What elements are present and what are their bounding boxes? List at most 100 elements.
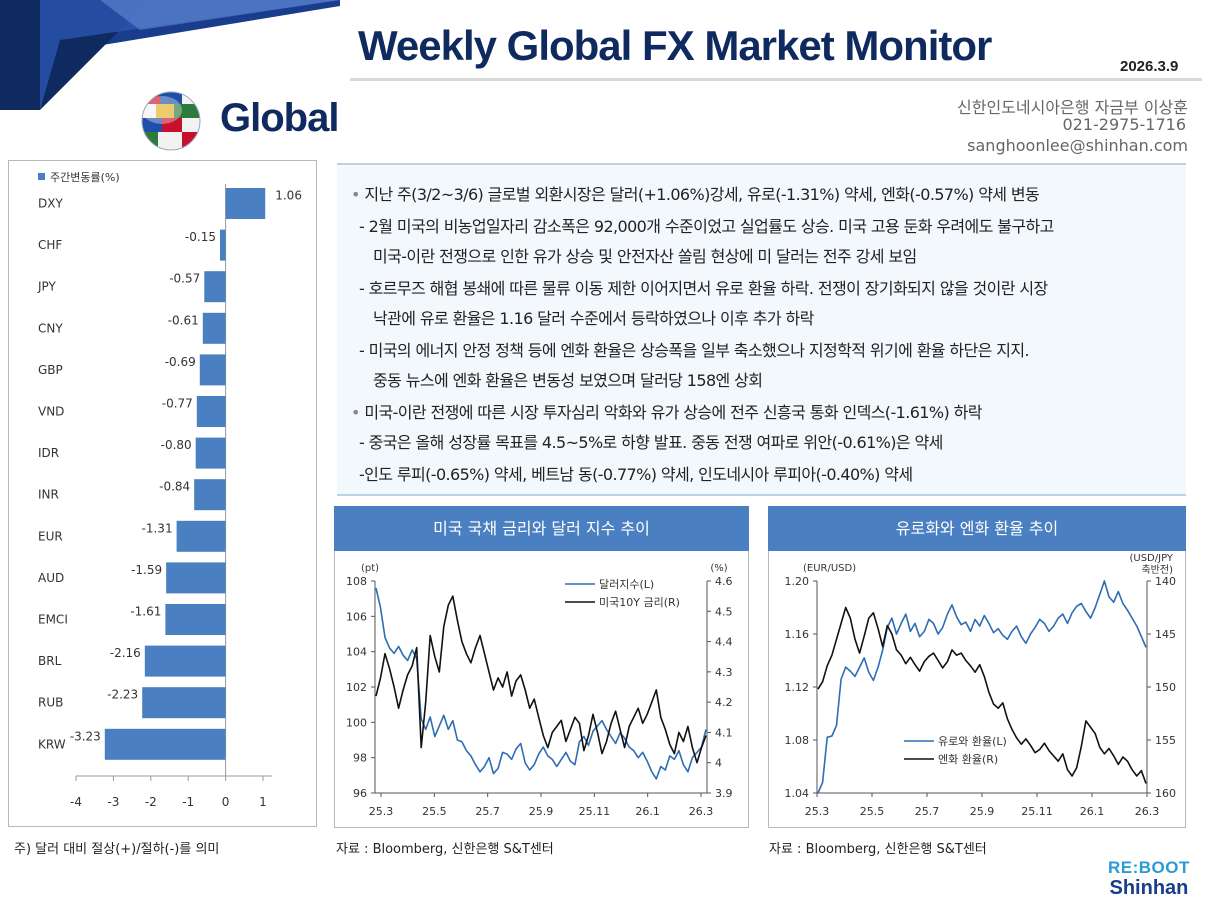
category-label: GBP	[38, 363, 63, 377]
legend-label: 엔화 환율(R)	[938, 753, 998, 766]
bullet-main: • 지난 주(3/2~3/6) 글로벌 외환시장은 달러(+1.06%)강세, …	[351, 181, 1040, 205]
legend-label: 유로와 환율(L)	[938, 735, 1007, 748]
bar	[225, 188, 266, 219]
legend-label: 미국10Y 금리(R)	[599, 596, 680, 609]
bullet-text: - 2월 미국의 비농업일자리 감소폭은 92,000개 수준이었고 실업률도 …	[359, 217, 1054, 236]
x-tick-label: -3	[107, 795, 119, 809]
data-label: -2.23	[107, 688, 138, 702]
y-right-tick-label: 4.1	[715, 726, 733, 739]
category-label: EUR	[38, 529, 63, 543]
x-tick-label: 25.9	[529, 805, 554, 818]
y-right-tick-label: 150	[1155, 681, 1176, 694]
bullet-dot: •	[351, 185, 365, 204]
bullet-sub: -인도 루피(-0.65%) 약세, 베트남 동(-0.77%) 약세, 인도네…	[359, 461, 913, 485]
bullet-sub: 중동 뉴스에 엔화 환율은 변동성 보였으며 달러당 158엔 상회	[373, 367, 763, 391]
legend-swatch	[38, 173, 45, 180]
shinhan-reboot-logo: RE:BOOT Shinhan	[1108, 858, 1190, 898]
bar	[199, 354, 226, 386]
right-axis-unit: 축반전)	[1141, 564, 1173, 576]
category-label: BRL	[38, 654, 62, 668]
bullet-text: - 미국의 에너지 안정 정책 등에 엔화 환율은 상승폭을 일부 축소했으나 …	[359, 341, 1030, 360]
bar	[104, 728, 226, 760]
report-date: 2026.3.9	[1120, 58, 1179, 75]
category-label: DXY	[38, 197, 63, 211]
legend-label: 달러지수(L)	[599, 578, 654, 591]
x-tick-label: 26.3	[1135, 805, 1160, 818]
y-left-tick-label: 102	[346, 681, 367, 694]
x-tick-label: 25.7	[475, 805, 500, 818]
series-line-right	[375, 595, 707, 764]
data-label: -0.80	[161, 438, 192, 452]
y-right-tick-label: 155	[1155, 734, 1176, 747]
legend-label: 주간변동률(%)	[50, 171, 120, 184]
x-tick-label: 25.5	[860, 805, 885, 818]
left-chart-source: 자료 : Bloomberg, 신한은행 S&T센터	[336, 842, 554, 857]
category-label: CNY	[38, 321, 63, 335]
data-label: -1.31	[142, 521, 173, 535]
category-label: EMCI	[38, 613, 68, 627]
bullet-sub: - 호르무즈 해협 봉쇄에 따른 물류 이동 제한 이어지면서 유로 환율 하락…	[359, 275, 1048, 299]
x-tick-label: -2	[145, 795, 157, 809]
weekly-change-bar-chart-panel: 주간변동률(%) -4 -3 -2 -1 0 1 DXY 1.06 CHF -0.15 JPY -0.5…	[8, 160, 317, 827]
market-commentary: • 지난 주(3/2~3/6) 글로벌 외환시장은 달러(+1.06%)강세, …	[337, 163, 1186, 496]
category-label: AUD	[38, 571, 64, 585]
bullet-text: - 호르무즈 해협 봉쇄에 따른 물류 이동 제한 이어지면서 유로 환율 하락…	[359, 279, 1048, 298]
y-right-tick-label: 160	[1155, 787, 1176, 800]
right-chart-source: 자료 : Bloomberg, 신한은행 S&T센터	[769, 842, 987, 857]
x-tick-label: 25.7	[915, 805, 940, 818]
page-title: Weekly Global FX Market Monitor	[358, 22, 992, 69]
bullet-main: • 미국-이란 전쟁에 따른 시장 투자심리 악화와 유가 상승에 전주 신흥국…	[351, 399, 982, 423]
category-label: RUB	[38, 696, 63, 710]
bar	[144, 645, 226, 677]
series-line-left	[375, 587, 707, 780]
data-label: -0.69	[165, 355, 196, 369]
right-axis-unit: (USD/JPY	[1129, 553, 1173, 564]
bar	[166, 562, 226, 594]
y-right-tick-label: 4.5	[715, 605, 733, 618]
bullet-sub: 낙관에 유로 환율은 1.16 달러 수준에서 등락하였으나 이후 추가 하락	[373, 305, 814, 329]
y-right-tick-label: 4.3	[715, 666, 733, 679]
bullet-text: 낙관에 유로 환율은 1.16 달러 수준에서 등락하였으나 이후 추가 하락	[373, 309, 814, 328]
series-line-left	[817, 580, 1147, 794]
ust-dxy-chart-title: 미국 국채 금리와 달러 지수 추이	[334, 506, 749, 551]
category-label: KRW	[38, 737, 66, 751]
y-left-tick-label: 1.08	[785, 734, 810, 747]
y-right-tick-label: 4.6	[715, 575, 733, 588]
weekly-change-bar-chart: 주간변동률(%) -4 -3 -2 -1 0 1 DXY 1.06 CHF -0.15 JPY -0.5…	[37, 171, 302, 809]
y-right-tick-label: 4	[715, 757, 722, 770]
y-left-tick-label: 1.04	[785, 787, 810, 800]
bar	[165, 604, 226, 635]
bar	[219, 229, 226, 261]
x-tick-label: -4	[70, 795, 82, 809]
bullet-text: -인도 루피(-0.65%) 약세, 베트남 동(-0.77%) 약세, 인도네…	[359, 465, 913, 484]
x-tick-label: 0	[222, 795, 230, 809]
category-label: JPY	[37, 280, 57, 294]
bar	[176, 520, 226, 552]
title-divider	[350, 78, 1202, 81]
x-tick-label: 25.11	[579, 805, 611, 818]
bullet-sub: 미국-이란 전쟁으로 인한 유가 상승 및 안전자산 쏠림 현상에 미 달러는 …	[373, 243, 917, 267]
series-line-right	[817, 606, 1147, 784]
left-axis-unit: (EUR/USD)	[803, 563, 856, 574]
contact-email: sanghoonlee@shinhan.com	[967, 136, 1188, 155]
bar	[204, 271, 226, 303]
x-tick-label: 25.9	[970, 805, 995, 818]
logo-top-text: RE:BOOT	[1108, 858, 1190, 877]
category-label: CHF	[38, 238, 62, 252]
y-right-tick-label: 4.4	[715, 636, 733, 649]
x-tick-label: 26.3	[689, 805, 714, 818]
bullet-dot: •	[351, 403, 365, 422]
x-tick-label: 1	[259, 795, 267, 809]
y-left-tick-label: 108	[346, 575, 367, 588]
y-left-tick-label: 1.20	[785, 575, 810, 588]
x-tick-label: 25.3	[369, 805, 394, 818]
category-label: IDR	[38, 446, 59, 460]
data-label: -0.84	[159, 480, 190, 494]
section-title: Global	[220, 96, 339, 140]
bar	[142, 687, 226, 719]
bullet-sub: - 2월 미국의 비농업일자리 감소폭은 92,000개 수준이었고 실업률도 …	[359, 213, 1054, 237]
bar	[195, 437, 226, 469]
ust-dxy-line-chart: (pt) (%) 96 98 100 102 104 106 108 3.9 4 4.1 4.2 4.3 4…	[346, 563, 733, 818]
contact-phone: 021-2975-1716	[1062, 115, 1186, 134]
category-label: VND	[38, 405, 64, 419]
